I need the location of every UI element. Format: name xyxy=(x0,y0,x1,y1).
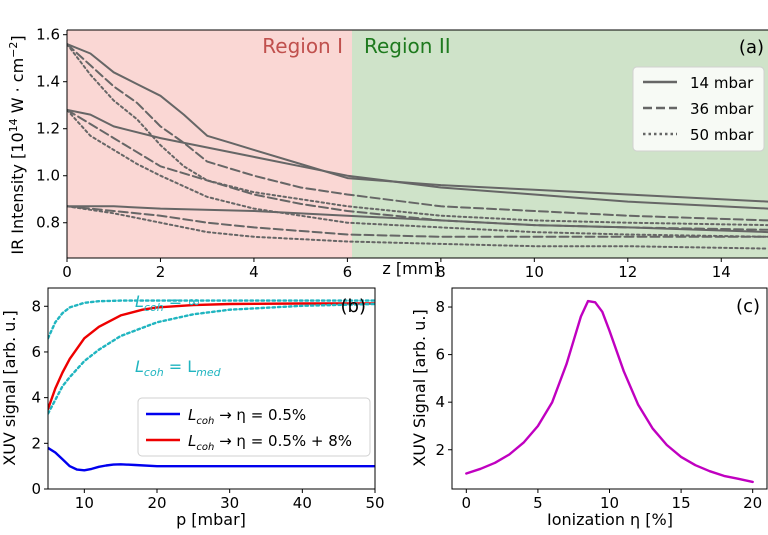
series-line-c-magenta xyxy=(465,299,754,484)
panel-b-series xyxy=(48,299,375,472)
legend-label-36mbar: 36 mbar xyxy=(690,100,754,118)
panel-a-x-ticks: 0 2 4 6 8 10 12 14 xyxy=(62,258,731,281)
y-tick-label: 6 xyxy=(435,346,445,364)
series-line-b-cyan-lower xyxy=(48,302,375,415)
panel-a-y-ticks: 0.8 1.0 1.2 1.4 1.6 xyxy=(36,26,67,232)
x-tick-label: 10 xyxy=(75,494,94,512)
panel-b: (b) Lcoh = ∞ Lcoh = Lmed Lcoh → η = 0.5%… xyxy=(0,287,385,529)
y-tick-label: 4 xyxy=(435,393,445,411)
y-tick-label: 1.6 xyxy=(36,26,60,44)
panel-a-y-label: IR Intensity [1014 W · cm−2] xyxy=(7,35,27,254)
panel-a-legend: 14 mbar 36 mbar 50 mbar xyxy=(632,66,765,152)
panel-c-y-ticks: 2 4 6 8 xyxy=(435,298,452,459)
series-line-a-dotted-6 xyxy=(67,43,768,227)
x-tick-label: 2 xyxy=(156,263,166,281)
annotation-lcoh-lmed: Lcoh = Lmed xyxy=(135,357,222,379)
legend-label-50mbar: 50 mbar xyxy=(690,126,754,144)
panel-b-frame xyxy=(47,287,376,490)
series-line-a-dashed-3 xyxy=(67,43,768,222)
panel-b-y-label: XUV signal [arb. u.] xyxy=(0,310,19,466)
region-i-label: Region I xyxy=(262,34,343,58)
legend-label-14mbar: 14 mbar xyxy=(690,74,754,92)
x-tick-label: 8 xyxy=(436,263,446,281)
series-line-a-dashed-5 xyxy=(67,205,768,238)
series-line-b-blue xyxy=(48,446,375,472)
legend-label-blue: Lcoh → η = 0.5% xyxy=(188,406,306,427)
x-tick-label: 4 xyxy=(249,263,259,281)
y-tick-label: 8 xyxy=(435,298,445,316)
x-tick-label: 15 xyxy=(672,494,691,512)
panel-a: Region I Region II (a) 14 mbar 36 mbar 5… xyxy=(7,26,768,281)
x-tick-label: 10 xyxy=(525,263,544,281)
x-tick-label: 20 xyxy=(743,494,762,512)
legend-label-red: Lcoh → η = 0.5% + 8% xyxy=(188,432,352,453)
x-tick-label: 50 xyxy=(365,494,384,512)
panel-b-x-ticks: 10 20 30 40 50 xyxy=(75,489,385,512)
y-tick-label: 1.2 xyxy=(36,120,60,138)
series-line-a-dotted-8 xyxy=(67,205,768,250)
panel-a-series xyxy=(67,43,768,250)
panel-a-label: (a) xyxy=(739,37,764,58)
panel-a-x-label: z [mm] xyxy=(382,259,439,278)
panel-c-x-label: Ionization η [%] xyxy=(547,510,673,529)
x-tick-label: 30 xyxy=(220,494,239,512)
series-line-a-dashed-4 xyxy=(67,108,768,231)
series-line-a-dotted-7 xyxy=(67,108,768,238)
y-tick-label: 8 xyxy=(31,297,41,315)
y-tick-label: 0 xyxy=(31,480,41,498)
panel-b-legend: Lcoh → η = 0.5% Lcoh → η = 0.5% + 8% xyxy=(137,397,371,457)
x-tick-label: 40 xyxy=(293,494,312,512)
region-ii-label: Region II xyxy=(364,34,451,58)
series-line-a-solid-0 xyxy=(67,43,768,203)
panel-c-label: (c) xyxy=(736,296,760,317)
annotation-lcoh-infinity: Lcoh = ∞ xyxy=(135,292,201,314)
panel-c-series xyxy=(465,299,754,484)
y-tick-label: 2 xyxy=(31,434,41,452)
panel-b-y-ticks: 0 2 4 6 8 xyxy=(31,297,48,498)
x-tick-label: 20 xyxy=(147,494,166,512)
y-tick-label: 1.0 xyxy=(36,167,60,185)
y-tick-label: 1.4 xyxy=(36,73,60,91)
x-tick-label: 10 xyxy=(600,494,619,512)
panel-c-y-label: XUV Signal [arb. u.] xyxy=(410,309,429,466)
y-tick-label: 0.8 xyxy=(36,214,60,232)
series-line-b-red xyxy=(48,302,375,411)
y-tick-label: 6 xyxy=(31,343,41,361)
panel-b-label: (b) xyxy=(341,296,366,317)
region-i-band xyxy=(67,30,352,258)
y-tick-label: 2 xyxy=(435,441,445,459)
panel-b-x-label: p [mbar] xyxy=(176,510,246,529)
x-tick-label: 5 xyxy=(533,494,543,512)
x-tick-label: 0 xyxy=(462,494,472,512)
x-tick-label: 6 xyxy=(343,263,353,281)
series-line-b-cyan-upper xyxy=(48,299,375,340)
y-tick-label: 4 xyxy=(31,389,41,407)
panel-c-x-ticks: 0 5 10 15 20 xyxy=(462,489,762,512)
panel-c: (c) 0 5 10 15 20 2 4 6 8 Ionization η [%] XUV S… xyxy=(410,287,768,529)
x-tick-label: 14 xyxy=(712,263,731,281)
x-tick-label: 0 xyxy=(62,263,72,281)
panel-c-frame xyxy=(451,287,768,490)
x-tick-label: 12 xyxy=(618,263,637,281)
series-line-a-solid-1 xyxy=(67,108,768,210)
